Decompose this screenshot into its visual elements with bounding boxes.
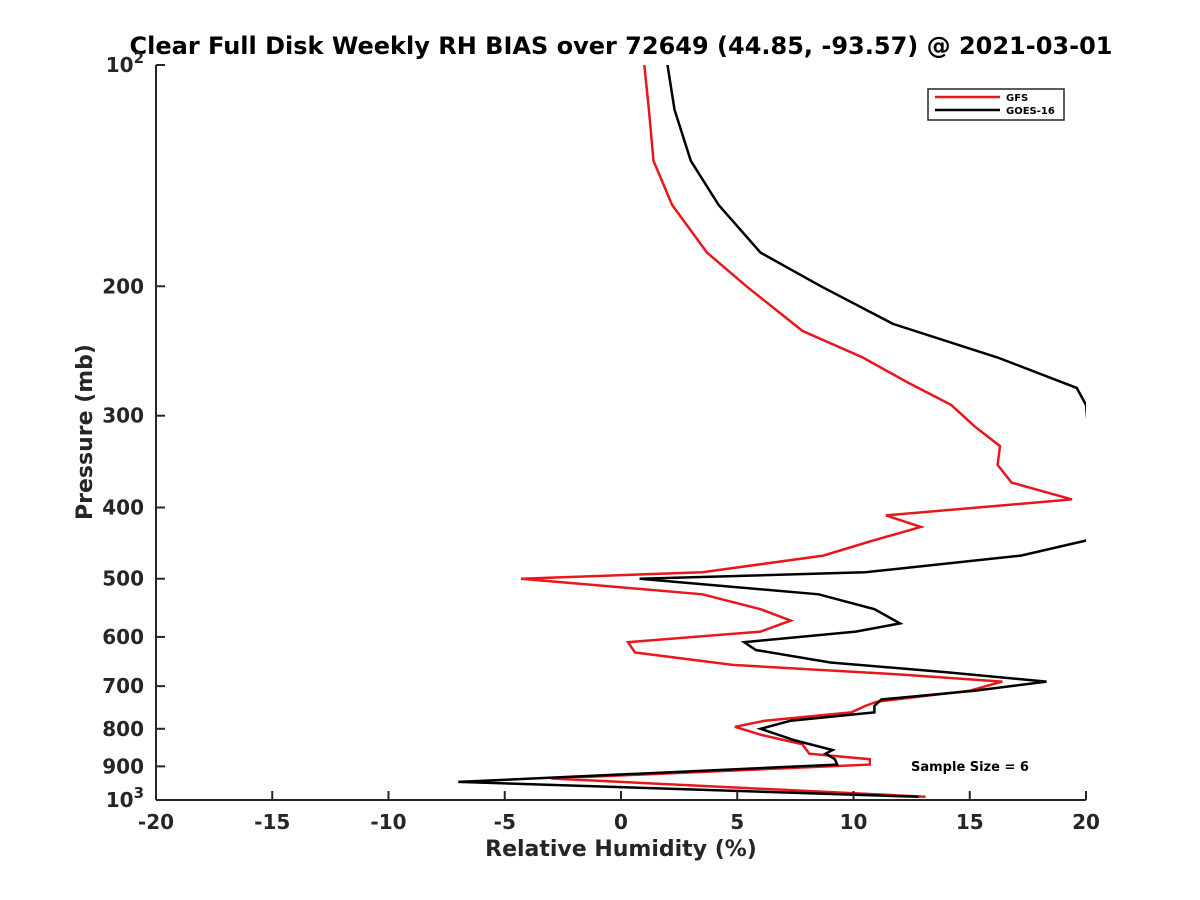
y-axis-label: Pressure (mb) — [73, 344, 98, 520]
legend-label-gfs: GFS — [1006, 93, 1028, 104]
plot-series — [458, 65, 1086, 799]
x-tick-label: -10 — [370, 810, 406, 834]
chart-title: Clear Full Disk Weekly RH BIAS over 7264… — [130, 32, 1113, 60]
y-tick-label: 900 — [102, 754, 144, 778]
y-tick-label: 600 — [102, 625, 144, 649]
x-tick-label: 0 — [614, 810, 628, 834]
legend: GFS GOES-16 — [927, 88, 1065, 121]
x-tick-label: -15 — [254, 810, 290, 834]
y-tick-label: 500 — [102, 567, 144, 591]
y-tick-label: 700 — [102, 674, 144, 698]
x-axis-label: Relative Humidity (%) — [485, 837, 757, 862]
x-tick-label: 5 — [730, 810, 744, 834]
y-tick-label: 400 — [102, 496, 144, 520]
legend-label-goes16: GOES-16 — [1006, 106, 1055, 117]
x-axis-ticks: -20 -15 -10 -5 0 5 10 15 20 — [138, 791, 1100, 834]
y-tick-label: 300 — [102, 404, 144, 428]
y-tick-label: 800 — [102, 717, 144, 741]
x-tick-label: 15 — [956, 810, 984, 834]
series-line-goes16 — [458, 65, 1086, 799]
x-tick-label: 10 — [840, 810, 868, 834]
y-tick-label: 200 — [102, 274, 144, 298]
series-line-gfs — [520, 65, 1073, 799]
sample-size-annotation: Sample Size = 6 — [911, 760, 1029, 775]
x-tick-label: 20 — [1072, 810, 1100, 834]
x-tick-label: -20 — [138, 810, 174, 834]
legend-box — [927, 88, 1065, 121]
x-tick-label: -5 — [494, 810, 516, 834]
